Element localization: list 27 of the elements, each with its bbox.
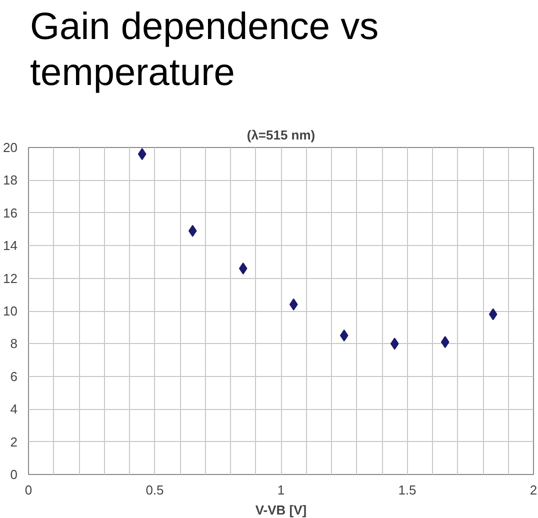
chart-title: Gain dependence vs temperature: [30, 5, 380, 96]
point: [238, 262, 248, 274]
x-tick-label: 1.5: [398, 482, 416, 498]
x-tick-label: 1: [277, 482, 285, 498]
x-tick-label: 2: [530, 482, 538, 498]
point: [289, 298, 298, 310]
y-tick-label: 4: [10, 402, 18, 417]
y-tick-label: 6: [10, 368, 18, 384]
y-tick-label: 20: [3, 140, 18, 155]
x-axis-title: V-VB [V]: [255, 502, 307, 518]
y-tick-label: 0: [10, 467, 18, 482]
x-tick-label: 0: [24, 482, 32, 498]
y-tick-label: 18: [3, 172, 18, 188]
y-tick-label: 10: [3, 304, 18, 318]
y-tick-label: 8: [10, 336, 18, 352]
y-tick-label: 2: [10, 434, 18, 450]
point: [390, 338, 399, 350]
chart-subtitle: (λ=515 nm): [246, 128, 316, 142]
point: [340, 330, 348, 342]
x-tick-label: 0.5: [146, 482, 164, 498]
point: [440, 336, 450, 348]
y-tick-label: 14: [3, 238, 18, 254]
point: [138, 148, 146, 160]
point: [188, 224, 197, 237]
y-tick-label: 12: [3, 270, 18, 286]
point: [488, 308, 498, 320]
y-tick-label: 16: [3, 205, 18, 220]
